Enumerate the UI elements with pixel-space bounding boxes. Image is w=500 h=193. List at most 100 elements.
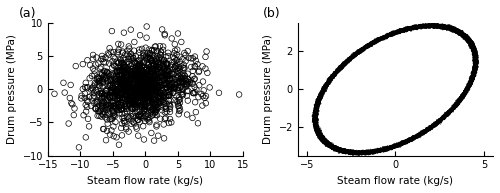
Point (471, 50, 479, 53)
Point (431, 124, 439, 127)
Point (472, 70, 480, 73)
Point (326, 145, 334, 148)
Point (336, 65, 344, 68)
Point (465, 39, 473, 42)
Point (432, 121, 440, 124)
Point (324, 80, 332, 83)
Point (166, 77, 174, 80)
Point (402, 27, 410, 30)
Point (472, 57, 480, 60)
Point (370, 41, 378, 44)
Point (142, 107, 150, 110)
Point (315, 131, 323, 135)
Point (312, 128, 320, 131)
Point (396, 29, 404, 32)
Point (465, 84, 473, 87)
Point (464, 84, 472, 87)
Point (470, 54, 478, 57)
Point (470, 63, 478, 66)
Point (319, 88, 327, 91)
Point (395, 144, 403, 147)
Point (139, 74, 147, 77)
Point (380, 148, 388, 151)
Point (356, 151, 364, 154)
Point (472, 52, 480, 56)
Point (110, 63, 118, 66)
Point (470, 75, 478, 78)
Point (340, 63, 348, 66)
Point (436, 26, 444, 29)
Point (332, 72, 340, 75)
Point (332, 149, 340, 152)
Point (418, 132, 426, 135)
Point (394, 144, 402, 147)
Point (317, 92, 325, 95)
Point (351, 53, 359, 56)
Point (401, 139, 409, 142)
Point (466, 78, 474, 81)
Point (459, 34, 467, 37)
Point (312, 101, 320, 104)
Point (449, 26, 457, 30)
Point (392, 143, 400, 146)
Point (472, 55, 480, 58)
Point (330, 145, 338, 148)
Point (452, 103, 460, 106)
Point (470, 74, 478, 77)
Point (466, 42, 474, 45)
Point (358, 152, 366, 155)
Point (466, 37, 474, 41)
Point (125, 62, 133, 65)
Point (454, 100, 462, 103)
Point (432, 23, 440, 26)
Point (106, 118, 114, 121)
Point (186, 81, 194, 84)
Point (396, 145, 404, 148)
Point (330, 146, 338, 149)
Point (329, 74, 337, 77)
Point (436, 118, 444, 121)
Point (470, 74, 478, 77)
Point (338, 66, 345, 69)
Point (368, 149, 376, 152)
Point (194, 122, 202, 125)
Point (435, 118, 443, 121)
Point (395, 30, 403, 33)
Point (456, 98, 464, 101)
Point (328, 76, 336, 80)
Point (457, 31, 465, 34)
Point (98, 78, 106, 81)
Point (418, 131, 426, 135)
Point (430, 123, 438, 126)
Point (446, 110, 454, 113)
Point (458, 35, 466, 38)
Point (408, 136, 416, 139)
Point (331, 72, 339, 75)
Point (356, 50, 364, 53)
Point (441, 115, 449, 119)
Point (416, 134, 424, 137)
Point (310, 113, 318, 116)
Point (454, 101, 462, 104)
Point (322, 143, 330, 146)
Point (472, 50, 480, 53)
Point (415, 26, 423, 29)
Point (325, 80, 333, 84)
Point (470, 47, 478, 50)
Point (334, 149, 342, 152)
Point (440, 116, 448, 119)
Point (392, 30, 400, 34)
Point (158, 89, 166, 92)
Point (330, 70, 338, 73)
Point (469, 73, 477, 76)
Point (385, 147, 393, 150)
Point (471, 72, 479, 75)
Point (332, 147, 340, 150)
Point (384, 148, 392, 151)
Point (472, 63, 480, 67)
Point (454, 29, 462, 32)
Point (350, 152, 358, 155)
Point (311, 126, 319, 129)
Point (183, 94, 191, 97)
Point (452, 30, 460, 33)
